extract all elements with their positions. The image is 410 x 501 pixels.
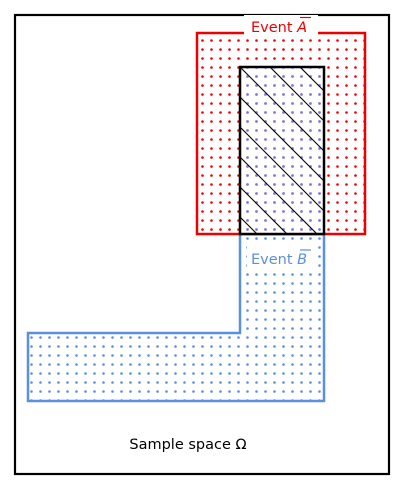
event-b-letter: B	[297, 252, 307, 268]
event-a-label: Event A	[251, 20, 307, 36]
event-b-label: Event B	[251, 252, 307, 268]
event-a-letter: A	[296, 20, 307, 36]
intersection-border	[238, 65, 326, 236]
event-a-label-bg	[244, 15, 318, 39]
sample-space-label: Sample space Ω	[129, 437, 246, 453]
intersection-hatch	[240, 67, 324, 234]
event-b-label-bg	[247, 245, 317, 270]
intersection-dots	[240, 67, 324, 234]
